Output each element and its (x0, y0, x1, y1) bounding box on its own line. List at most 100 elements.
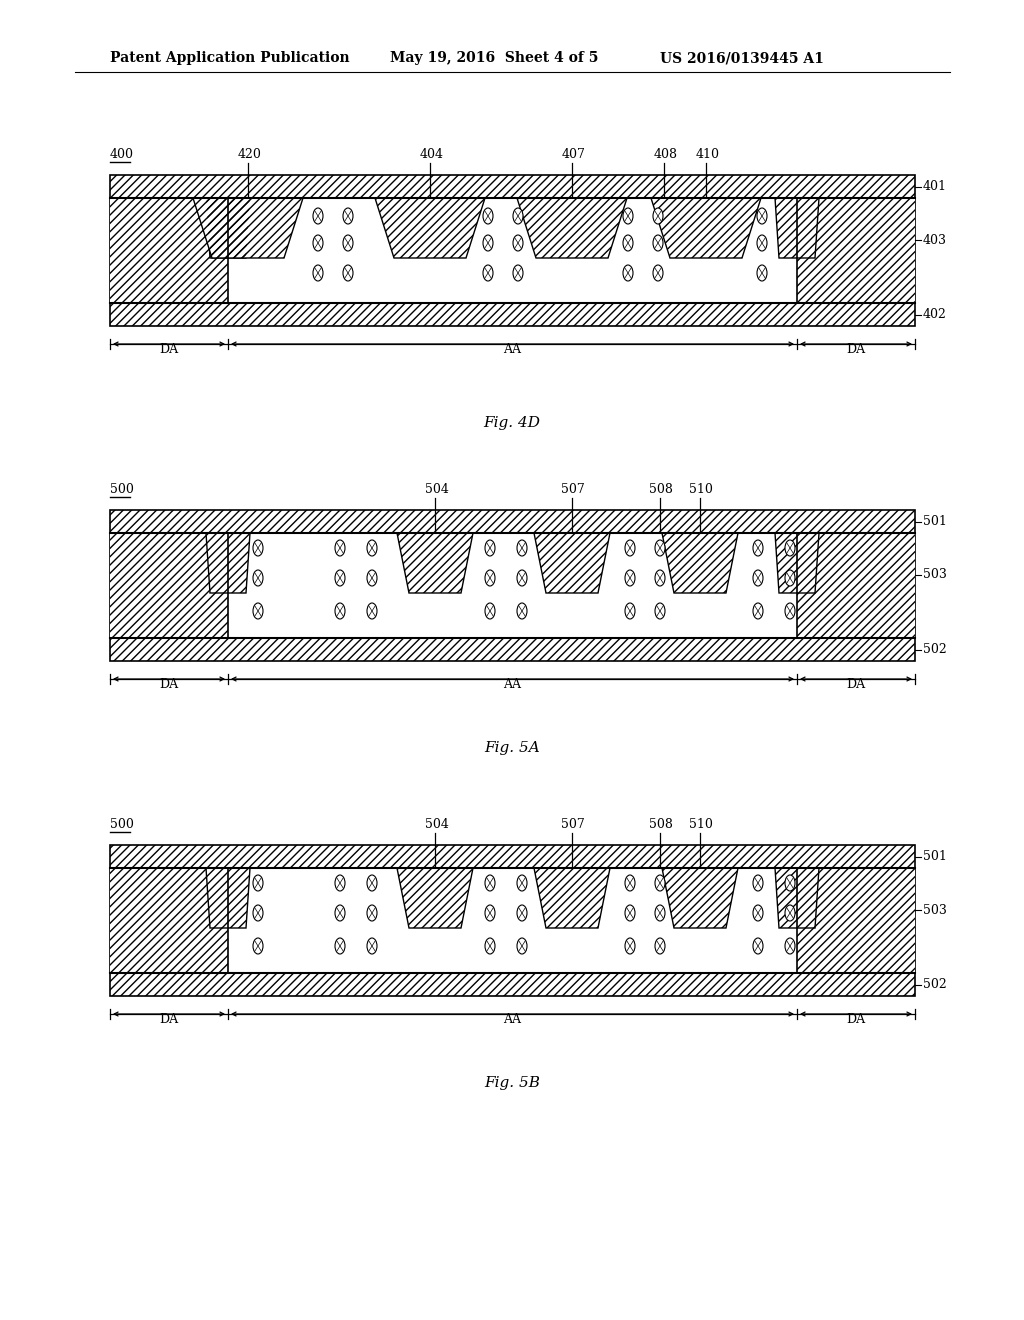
Ellipse shape (367, 540, 377, 556)
Text: 502: 502 (923, 978, 947, 991)
Text: 500: 500 (110, 818, 134, 832)
Ellipse shape (513, 235, 523, 251)
Bar (797, 198, 915, 304)
Text: 503: 503 (923, 903, 947, 916)
Bar (110, 198, 915, 304)
Polygon shape (206, 869, 250, 928)
Ellipse shape (623, 265, 633, 281)
Bar (110, 533, 915, 638)
Ellipse shape (485, 875, 495, 891)
Ellipse shape (253, 540, 263, 556)
Ellipse shape (753, 875, 763, 891)
Text: 510: 510 (689, 483, 714, 496)
Ellipse shape (343, 235, 353, 251)
Ellipse shape (757, 209, 767, 224)
Bar (110, 510, 915, 533)
Bar (797, 198, 915, 304)
Ellipse shape (485, 939, 495, 954)
Text: 508: 508 (649, 818, 674, 832)
Text: DA: DA (847, 1012, 865, 1026)
Polygon shape (662, 533, 738, 593)
Ellipse shape (335, 570, 345, 586)
Bar (797, 533, 915, 638)
Text: 408: 408 (653, 148, 678, 161)
Text: 402: 402 (923, 308, 947, 321)
Bar (110, 304, 915, 326)
Ellipse shape (653, 235, 663, 251)
Ellipse shape (785, 570, 795, 586)
Ellipse shape (517, 540, 527, 556)
Text: 401: 401 (923, 180, 947, 193)
Ellipse shape (655, 570, 665, 586)
Ellipse shape (253, 603, 263, 619)
Ellipse shape (485, 603, 495, 619)
Text: Fig. 5A: Fig. 5A (484, 741, 540, 755)
Ellipse shape (517, 570, 527, 586)
Text: DA: DA (847, 678, 865, 690)
Ellipse shape (313, 265, 323, 281)
Bar (110, 198, 228, 304)
Polygon shape (397, 533, 473, 593)
Text: Fig. 4D: Fig. 4D (483, 416, 541, 430)
Ellipse shape (655, 939, 665, 954)
Bar (110, 304, 915, 326)
Text: 507: 507 (561, 483, 586, 496)
Ellipse shape (785, 906, 795, 921)
Ellipse shape (517, 875, 527, 891)
Bar (797, 869, 915, 973)
Polygon shape (193, 198, 303, 257)
Text: 508: 508 (649, 483, 674, 496)
Ellipse shape (335, 540, 345, 556)
Ellipse shape (625, 875, 635, 891)
Ellipse shape (785, 603, 795, 619)
Ellipse shape (517, 603, 527, 619)
Ellipse shape (335, 603, 345, 619)
Ellipse shape (313, 235, 323, 251)
Ellipse shape (313, 209, 323, 224)
Ellipse shape (753, 570, 763, 586)
Text: Fig. 5B: Fig. 5B (484, 1076, 540, 1090)
Ellipse shape (343, 209, 353, 224)
Polygon shape (397, 869, 473, 928)
Ellipse shape (753, 540, 763, 556)
Bar (110, 638, 915, 661)
Ellipse shape (785, 540, 795, 556)
Ellipse shape (483, 209, 493, 224)
Text: 504: 504 (425, 818, 449, 832)
Polygon shape (375, 198, 485, 257)
Text: 420: 420 (238, 148, 261, 161)
Bar (797, 533, 915, 638)
Text: DA: DA (160, 1012, 178, 1026)
Text: 504: 504 (425, 483, 449, 496)
Polygon shape (775, 198, 819, 257)
Ellipse shape (757, 265, 767, 281)
Polygon shape (534, 533, 610, 593)
Ellipse shape (753, 906, 763, 921)
Ellipse shape (625, 540, 635, 556)
Polygon shape (651, 198, 761, 257)
Bar (110, 533, 228, 638)
Ellipse shape (517, 939, 527, 954)
Ellipse shape (753, 603, 763, 619)
Polygon shape (534, 869, 610, 928)
Text: 501: 501 (923, 515, 947, 528)
Ellipse shape (785, 939, 795, 954)
Ellipse shape (623, 209, 633, 224)
Polygon shape (775, 869, 819, 928)
Text: AA: AA (504, 343, 521, 356)
Ellipse shape (253, 570, 263, 586)
Polygon shape (206, 198, 250, 257)
Ellipse shape (485, 570, 495, 586)
Bar (110, 176, 915, 198)
Bar (110, 845, 915, 869)
Bar (110, 638, 915, 661)
Ellipse shape (653, 265, 663, 281)
Ellipse shape (517, 906, 527, 921)
Text: 410: 410 (695, 148, 720, 161)
Text: 502: 502 (923, 643, 947, 656)
Ellipse shape (655, 603, 665, 619)
Bar (797, 869, 915, 973)
Ellipse shape (253, 939, 263, 954)
Bar (110, 198, 228, 304)
Ellipse shape (367, 875, 377, 891)
